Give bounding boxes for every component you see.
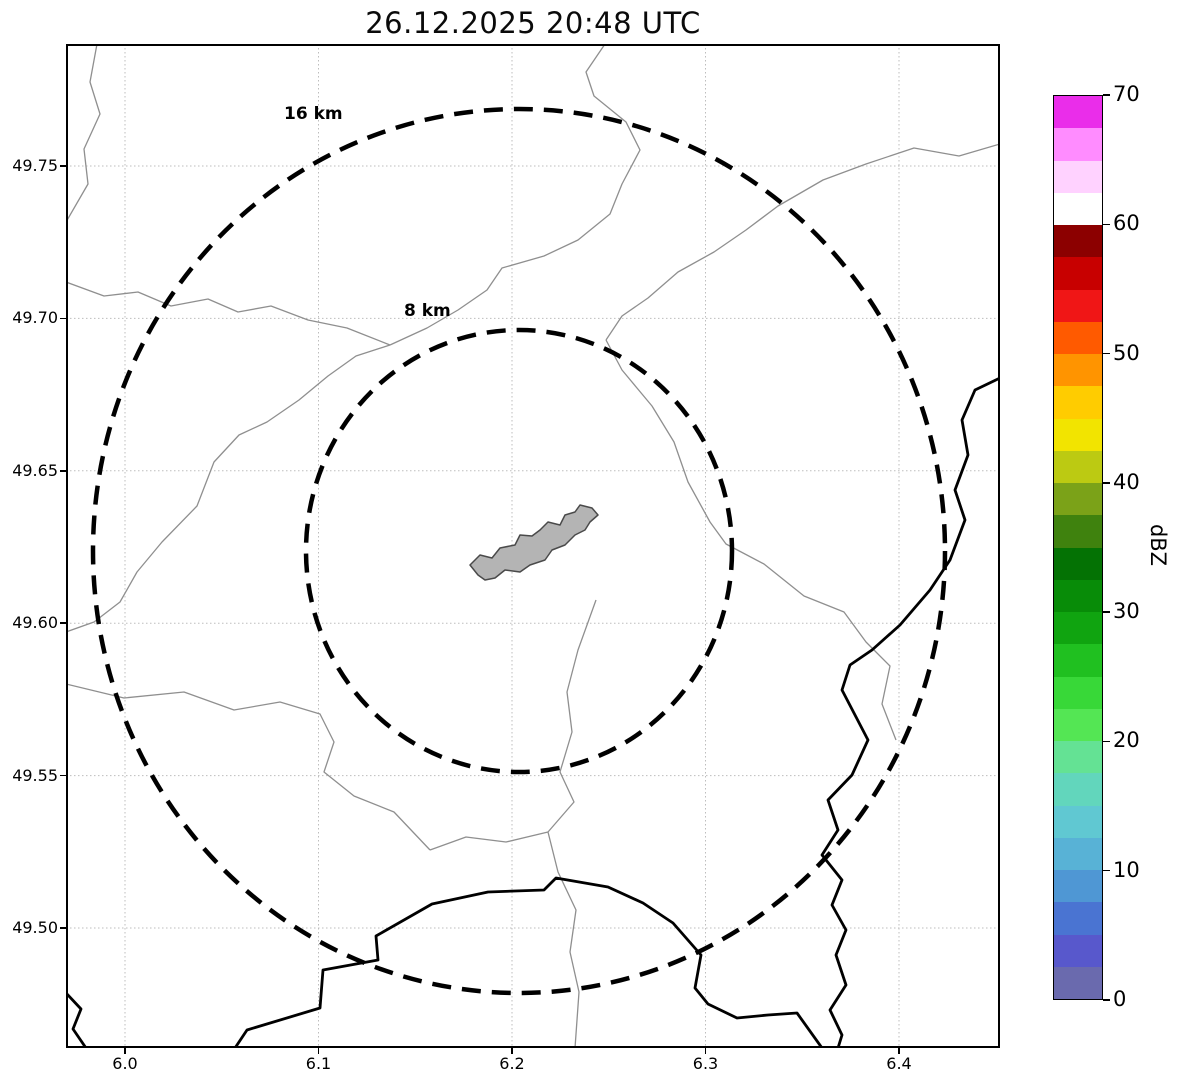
y-tick-label: 49.70 — [12, 308, 58, 328]
x-tick-label: 6.2 — [499, 1054, 525, 1073]
range-ring-8km — [303, 327, 735, 775]
y-tick-label: 49.65 — [12, 460, 58, 480]
colorbar-tick-label: 0 — [1113, 987, 1127, 1011]
colorbar-segment — [1054, 966, 1102, 999]
x-tick-label: 6.3 — [692, 1054, 719, 1073]
colorbar-segment — [1054, 676, 1102, 709]
colorbar-tick-mark — [1103, 223, 1110, 226]
colorbar-tick-label: 30 — [1113, 599, 1140, 624]
plot-title: 26.12.2025 20:48 UTC — [365, 6, 701, 40]
colorbar-segment — [1054, 192, 1102, 225]
boundary-lines — [66, 44, 1000, 1048]
y-tick-label: 49.60 — [12, 613, 58, 633]
colorbar-segment — [1054, 741, 1102, 774]
colorbar-segment — [1054, 934, 1102, 967]
colorbar-segment — [1054, 708, 1102, 741]
colorbar-tick-label: 60 — [1113, 211, 1140, 236]
colorbar-tick-label: 40 — [1113, 469, 1140, 494]
y-tick-mark — [60, 470, 66, 472]
colorbar-tick-label: 10 — [1113, 857, 1140, 882]
colorbar-segment — [1054, 515, 1102, 548]
colorbar-tick-mark — [1103, 94, 1110, 96]
colorbar-tick-mark — [1103, 999, 1110, 1001]
border-lines — [66, 376, 1000, 1048]
colorbar-segment — [1054, 773, 1102, 806]
x-tick-mark — [898, 1048, 900, 1054]
y-tick-mark — [60, 165, 66, 167]
colorbar-segment — [1054, 225, 1102, 258]
colorbar-unit-label: dBZ — [1146, 523, 1170, 567]
colorbar-segment — [1054, 386, 1102, 419]
map-canvas — [66, 44, 1000, 1048]
y-tick-mark — [60, 622, 66, 624]
colorbar-tick-mark — [1103, 482, 1110, 484]
colorbar-segment — [1054, 644, 1102, 677]
urban-area-polygon — [469, 504, 599, 581]
colorbar-segment — [1054, 902, 1102, 935]
x-tick-mark — [704, 1048, 707, 1054]
map-plot: 16 km 8 km — [66, 44, 1000, 1048]
colorbar-segment — [1054, 354, 1102, 387]
colorbar-segment — [1054, 289, 1102, 322]
x-tick-label: 6.0 — [112, 1054, 138, 1073]
x-tick-label: 6.4 — [886, 1054, 912, 1073]
colorbar-segments — [1054, 96, 1102, 999]
colorbar-segment — [1054, 547, 1102, 580]
range-ring-8km-label: 8 km — [404, 301, 451, 321]
x-tick-mark — [124, 1048, 126, 1054]
colorbar-segment — [1054, 321, 1102, 354]
colorbar-segment — [1054, 579, 1102, 612]
colorbar-tick-label: 20 — [1113, 728, 1140, 753]
y-tick-label: 49.75 — [12, 156, 58, 175]
grid-lines — [66, 44, 1000, 1048]
colorbar-segment — [1054, 160, 1102, 193]
range-ring-16km — [90, 106, 948, 996]
colorbar-segment — [1054, 483, 1102, 516]
x-tick-label: 6.1 — [305, 1054, 332, 1073]
colorbar-segment — [1054, 257, 1102, 290]
colorbar-segment — [1054, 450, 1102, 483]
range-ring-16km-label: 16 km — [284, 104, 343, 124]
colorbar-tick-label: 50 — [1113, 340, 1140, 365]
colorbar-segment — [1054, 870, 1102, 903]
colorbar-segment — [1054, 837, 1102, 870]
y-tick-label: 49.55 — [12, 765, 58, 785]
colorbar-tick-mark — [1103, 352, 1110, 355]
colorbar-segment — [1054, 418, 1102, 451]
colorbar-segment — [1054, 805, 1102, 838]
colorbar-segment — [1054, 96, 1102, 129]
x-tick-mark — [317, 1048, 320, 1054]
y-tick-mark — [60, 927, 66, 929]
plot-border — [66, 44, 1000, 1048]
colorbar — [1053, 95, 1103, 1000]
colorbar-segment — [1054, 128, 1102, 161]
x-tick-mark — [511, 1048, 513, 1054]
y-tick-mark — [60, 774, 66, 777]
colorbar-tick-mark — [1103, 611, 1110, 613]
colorbar-tick-label: 70 — [1113, 82, 1140, 106]
colorbar-segment — [1054, 612, 1102, 645]
colorbar-tick-mark — [1103, 740, 1110, 743]
y-tick-mark — [60, 317, 66, 320]
colorbar-tick-mark — [1103, 869, 1110, 872]
y-tick-label: 49.50 — [12, 918, 58, 937]
